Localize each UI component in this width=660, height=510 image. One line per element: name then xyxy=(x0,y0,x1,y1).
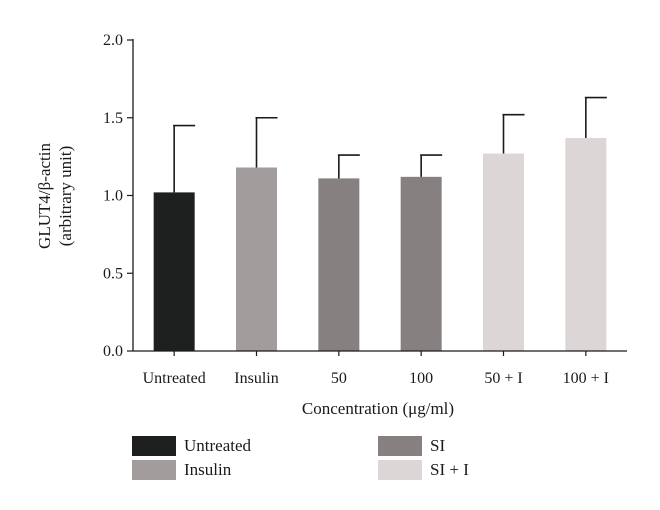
legend-swatch-insulin xyxy=(132,460,176,480)
x-tick-labels: Untreated Insulin 50 100 50 + I 100 + I xyxy=(143,370,609,387)
bar-insulin xyxy=(236,167,277,351)
legend: Untreated Insulin SI SI + I xyxy=(132,433,552,483)
legend-item-si-plus-i: SI + I xyxy=(378,459,469,481)
bar-100-plus-i xyxy=(565,137,607,351)
bars-group xyxy=(153,137,607,351)
y-tick-label-0: 0.0 xyxy=(103,343,123,360)
y-tick-label-2: 1.0 xyxy=(103,188,123,205)
bar-50-plus-i xyxy=(483,153,524,351)
error-bars-group xyxy=(173,96,607,193)
legend-item-insulin: Insulin xyxy=(132,459,231,481)
x-tick-label-100: 100 xyxy=(409,370,433,387)
y-tick-label-3: 1.5 xyxy=(103,110,123,127)
legend-item-untreated: Untreated xyxy=(132,435,251,457)
legend-swatch-untreated xyxy=(132,436,176,456)
legend-swatch-si xyxy=(378,436,422,456)
y-tick-labels: 0.0 0.5 1.0 1.5 2.0 xyxy=(103,32,123,360)
legend-label-si: SI xyxy=(430,436,446,455)
x-tick-label-50-plus-i: 50 + I xyxy=(484,370,522,387)
x-tick-label-50: 50 xyxy=(331,370,347,387)
y-tick-label-1: 0.5 xyxy=(103,265,123,282)
axes-group xyxy=(127,39,627,356)
legend-label-insulin: Insulin xyxy=(184,460,232,479)
bar-untreated xyxy=(153,192,195,351)
bar-100 xyxy=(400,176,442,351)
legend-swatch-si-plus-i xyxy=(378,460,422,480)
y-axis-title-line1: GLUT4/β-actin xyxy=(35,143,54,249)
legend-item-si: SI xyxy=(378,435,445,457)
y-tick-label-4: 2.0 xyxy=(103,32,123,49)
legend-label-si-plus-i: SI + I xyxy=(430,460,469,479)
x-axis-title: Concentration (μg/ml) xyxy=(302,399,454,418)
x-tick-label-untreated: Untreated xyxy=(143,370,206,387)
bar-chart: 0.0 0.5 1.0 1.5 2.0 Untreated Insulin 50 100 50 … xyxy=(35,32,627,418)
bar-50 xyxy=(318,178,360,351)
x-tick-label-insulin: Insulin xyxy=(234,370,278,387)
legend-label-untreated: Untreated xyxy=(184,436,252,455)
x-tick-label-100-plus-i: 100 + I xyxy=(563,370,609,387)
y-axis-title-line2: (arbitrary unit) xyxy=(56,146,75,247)
